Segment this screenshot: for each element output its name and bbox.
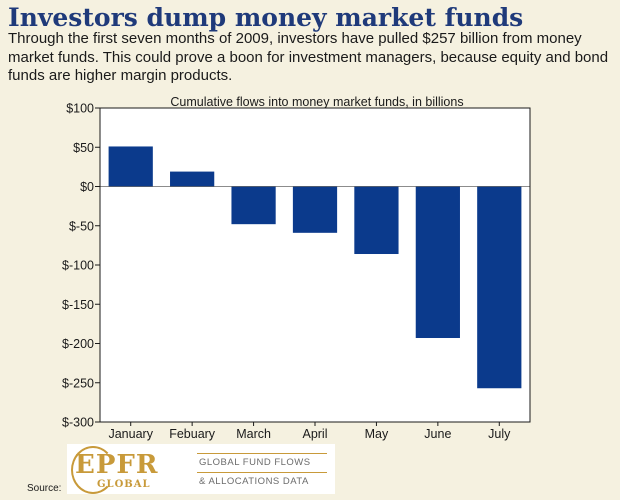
y-tick-label: $0 [80,180,94,194]
x-tick-label: May [365,427,389,441]
chart-title: Cumulative flows into money market funds… [170,95,463,109]
x-tick-label: July [488,427,511,441]
y-tick-label: $50 [73,141,94,155]
bar-january [108,146,153,187]
y-tick-label: $100 [66,102,94,116]
y-tick-label: $-150 [62,298,94,312]
x-tick-label: June [424,427,451,441]
source-label: Source: [27,483,62,494]
y-tick-label: $-100 [62,259,94,273]
y-tick-label: $-50 [69,219,94,233]
logo-line1: GLOBAL FUND FLOWS [199,457,311,468]
logo-line2: & ALLOCATIONS DATA [199,476,309,487]
x-tick-label: Febuary [169,427,216,441]
bar-march [231,186,276,225]
y-tick-label: $-300 [62,416,94,430]
epfr-logo: EPFR GLOBAL GLOBAL FUND FLOWS & ALLOCATI… [67,444,335,494]
x-tick-label: March [236,427,271,441]
page-subtitle: Through the first seven months of 2009, … [8,30,609,84]
logo-ring-icon [71,446,115,494]
logo-divider [197,472,327,473]
logo-divider [197,453,327,454]
bar-may [354,186,399,255]
bar-june [415,186,460,339]
x-tick-label: January [108,427,153,441]
bar-febuary [170,171,215,187]
page-title: Investors dump money market funds [8,3,524,32]
bar-april [292,186,338,233]
logo-mark: EPFR [75,450,159,480]
x-tick-label: April [302,427,327,441]
logo-sub: GLOBAL [97,479,151,490]
y-tick-label: $-250 [62,376,94,390]
bar-july [477,186,522,389]
y-tick-label: $-200 [62,337,94,351]
plot-area [99,107,531,423]
